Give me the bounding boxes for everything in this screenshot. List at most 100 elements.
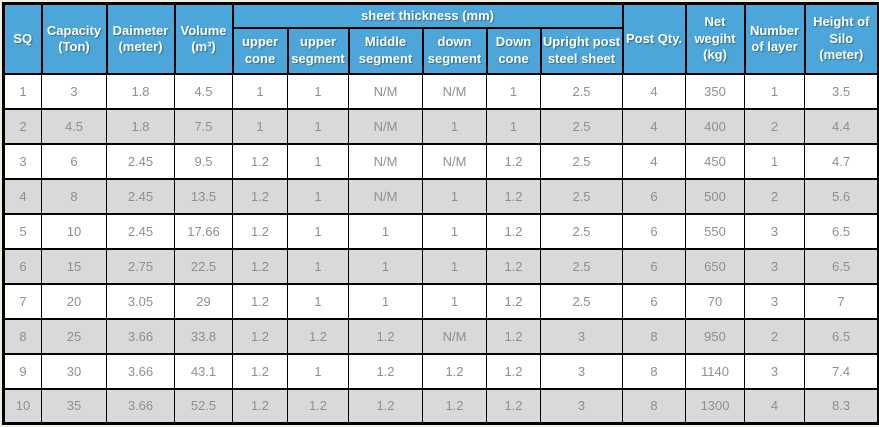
table-cell: 6.5 <box>804 317 879 355</box>
table-cell: 3 <box>41 72 107 110</box>
table-cell: 1 <box>422 177 487 215</box>
table-cell: 10 <box>3 387 42 425</box>
table-cell: 4.5 <box>41 107 107 145</box>
table-cell: 1.2 <box>486 142 541 180</box>
table-cell: 1.2 <box>486 317 541 355</box>
table-row: 3 6 2.45 9.5 1.2 1 N/M N/M 1.2 2.5 4 450 1 4.7 <box>3 142 879 180</box>
table-cell: 4 <box>3 177 42 215</box>
table-body: 1 3 1.8 4.5 1 1 N/M N/M 1 2.5 4 350 1 3.5 2 4.5 1.8 7.5 1 1… <box>3 72 879 425</box>
table-cell: 8 <box>41 177 107 215</box>
table-row: 7 20 3.05 29 1.2 1 1 1 1.2 2.5 6 70 3 7 <box>3 282 879 320</box>
table-cell: 1 <box>287 177 349 215</box>
table-row: 4 8 2.45 13.5 1.2 1 N/M 1 1.2 2.5 6 500 2 5.6 <box>3 177 879 215</box>
col-header-sheet-thickness-group: sheet thickness (mm) <box>231 2 624 29</box>
table-row: 5 10 2.45 17.66 1.2 1 1 1 1.2 2.5 6 550 3 6.5 <box>3 212 879 250</box>
col-header-capacity: Capacity (Ton) <box>40 2 108 75</box>
table-cell: 1 <box>287 212 349 250</box>
table-cell: 6 <box>3 247 42 285</box>
table-cell: 3 <box>744 352 806 390</box>
table-cell: 3.66 <box>106 317 175 355</box>
table-cell: 25 <box>41 317 107 355</box>
table-cell: 7.4 <box>804 352 879 390</box>
table-cell: 1.2 <box>348 352 423 390</box>
table-cell: 2 <box>744 317 806 355</box>
table-cell: 1 <box>287 282 349 320</box>
table-cell: 1.2 <box>287 317 349 355</box>
table-cell: 1.2 <box>422 387 487 425</box>
table-cell: 2 <box>744 177 806 215</box>
table-cell: 450 <box>685 142 746 180</box>
table-cell: 5 <box>3 212 42 250</box>
table-cell: 1 <box>287 352 349 390</box>
table-cell: 6 <box>622 282 687 320</box>
table-cell: 1.8 <box>106 72 175 110</box>
table-cell: 1 <box>348 282 423 320</box>
table-cell: 1 <box>422 212 487 250</box>
table-cell: 1.2 <box>232 352 288 390</box>
table-cell: N/M <box>422 142 487 180</box>
table-cell: 400 <box>685 107 746 145</box>
table-cell: 3 <box>539 352 624 390</box>
table-cell: 1 <box>422 282 487 320</box>
table-cell: 3.66 <box>106 387 175 425</box>
table-row: 10 35 3.66 52.5 1.2 1.2 1.2 1.2 1.2 3 8 1300 4 8.3 <box>3 387 879 425</box>
table-cell: 5.6 <box>804 177 879 215</box>
table-cell: 1.2 <box>232 387 288 425</box>
table-cell: 1.2 <box>422 352 487 390</box>
table-cell: 1 <box>287 142 349 180</box>
table-cell: 1.2 <box>232 212 288 250</box>
table-cell: 1 <box>422 247 487 285</box>
table-cell: 17.66 <box>174 212 233 250</box>
table-cell: 4.4 <box>804 107 879 145</box>
col-header-sq: SQ <box>2 2 43 75</box>
table-cell: 1 <box>744 142 806 180</box>
table-cell: 3 <box>539 317 624 355</box>
table-cell: 950 <box>685 317 746 355</box>
table-cell: 1.2 <box>287 387 349 425</box>
col-header-upper-cone: upper cone <box>231 26 289 75</box>
table-cell: 2.5 <box>539 212 624 250</box>
table-cell: 3 <box>539 387 624 425</box>
table-cell: 2.5 <box>539 142 624 180</box>
col-header-height-of-silo: Height of Silo (meter) <box>803 2 879 75</box>
table-cell: 8 <box>622 387 687 425</box>
table-cell: 1 <box>3 72 42 110</box>
table-cell: 650 <box>685 247 746 285</box>
table-cell: 3 <box>3 142 42 180</box>
col-header-post-qty: Post Qty. <box>621 2 687 75</box>
table-cell: 10 <box>41 212 107 250</box>
table-cell: 1 <box>744 72 806 110</box>
table-cell: 35 <box>41 387 107 425</box>
table-cell: 33.8 <box>174 317 233 355</box>
table-cell: 3 <box>744 282 806 320</box>
table-cell: 1.2 <box>348 387 423 425</box>
col-header-down-segment: down segment <box>421 26 488 75</box>
table-cell: 2 <box>3 107 42 145</box>
table-cell: 4.5 <box>174 72 233 110</box>
table-cell: N/M <box>348 72 423 110</box>
table-cell: 1 <box>486 72 541 110</box>
table-cell: 1 <box>422 107 487 145</box>
table-cell: 550 <box>685 212 746 250</box>
table-cell: 3.05 <box>106 282 175 320</box>
table-cell: 1140 <box>685 352 746 390</box>
table-cell: 3 <box>744 247 806 285</box>
col-header-number-of-layer: Number of layer <box>743 2 806 75</box>
table-cell: 1 <box>287 247 349 285</box>
table-cell: 29 <box>174 282 233 320</box>
table-cell: 2.5 <box>539 247 624 285</box>
table-cell: 350 <box>685 72 746 110</box>
table-cell: 1.2 <box>232 247 288 285</box>
table-row: 2 4.5 1.8 7.5 1 1 N/M 1 1 2.5 4 400 2 4.4 <box>3 107 879 145</box>
table-cell: 2.45 <box>106 142 175 180</box>
table-cell: 3.5 <box>804 72 879 110</box>
table-cell: 6.5 <box>804 212 879 250</box>
table-cell: 4 <box>744 387 806 425</box>
table-cell: 1.2 <box>486 387 541 425</box>
table-cell: 1.2 <box>486 177 541 215</box>
table-cell: N/M <box>422 72 487 110</box>
table-cell: 4 <box>622 72 687 110</box>
table-cell: 500 <box>685 177 746 215</box>
table-cell: 2.5 <box>539 282 624 320</box>
table-cell: 2.5 <box>539 177 624 215</box>
